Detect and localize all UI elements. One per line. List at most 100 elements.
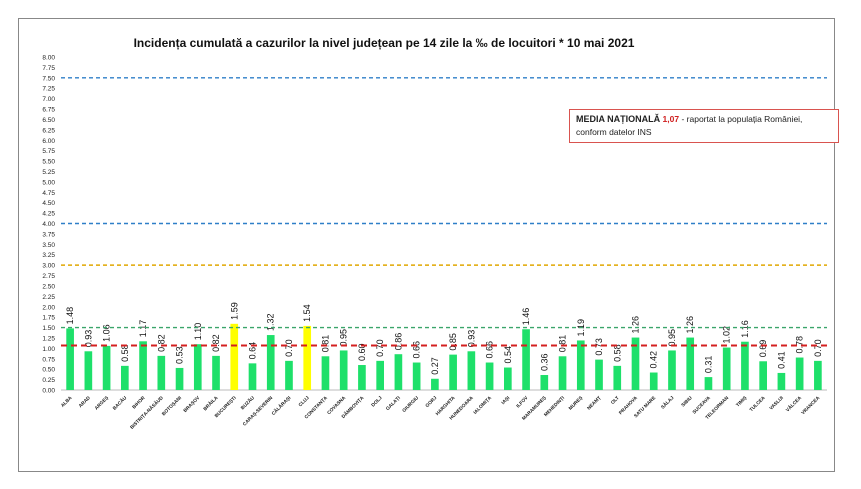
y-tick-label: 2.50: [42, 283, 55, 290]
bar-tulcea: [759, 361, 767, 390]
y-tick-label: 4.00: [42, 221, 55, 228]
bar-arad: [84, 351, 93, 390]
bar-bistrița-năsăud: [157, 355, 166, 390]
bar-harghita: [449, 354, 457, 390]
data-label: 0.58: [120, 344, 130, 362]
data-label: 0.36: [539, 353, 549, 371]
x-tick-label: GORJ: [424, 395, 438, 409]
data-label: 0.64: [248, 342, 258, 360]
bar-covasna: [339, 350, 348, 390]
bar-chart: Incidența cumulată a cazurilor la nivel …: [42, 36, 827, 431]
data-label: 1.17: [138, 320, 148, 338]
bar-dâmbovița: [358, 365, 366, 390]
y-tick-label: 2.00: [42, 304, 55, 311]
x-tick-label: VRANCEA: [800, 395, 821, 416]
data-label: 0.78: [795, 336, 805, 354]
data-label: 0.81: [320, 335, 330, 353]
y-tick-label: 6.00: [42, 138, 55, 145]
y-tick-label: 7.50: [42, 75, 55, 82]
y-tick-label: 5.25: [42, 169, 55, 176]
y-tick-label: 5.50: [42, 159, 55, 166]
x-tick-label: BRAȘOV: [182, 395, 201, 414]
bar-brăila: [212, 355, 220, 390]
data-label: 1.26: [685, 316, 695, 334]
y-tick-label: 3.75: [42, 231, 55, 238]
x-tick-label: SĂLAJ: [659, 394, 675, 410]
bar-sibiu: [686, 337, 695, 390]
y-tick-label: 4.50: [42, 200, 55, 207]
bar-dolj: [376, 360, 384, 390]
bar-vrancea: [814, 360, 822, 390]
data-label: 0.66: [485, 341, 495, 359]
bar-botoșani: [175, 367, 184, 390]
data-label: 0.95: [667, 329, 677, 347]
legend-label: MEDIA NAȚIONALĂ: [576, 114, 661, 124]
data-label: 1.16: [740, 320, 750, 338]
x-tick-label: NEAMȚ: [586, 395, 602, 411]
x-tick-label: IAȘI: [500, 395, 511, 406]
y-tick-label: 3.00: [42, 263, 55, 270]
y-tick-label: 6.50: [42, 117, 55, 124]
data-label: 1.10: [193, 323, 203, 341]
data-label: 1.26: [631, 316, 641, 334]
x-tick-label: BISTRIȚA-NĂSĂUD: [128, 394, 165, 431]
x-tick-label: TIMIȘ: [735, 395, 749, 409]
x-tick-label: DOLJ: [370, 395, 384, 409]
bar-mehedinți: [558, 356, 567, 390]
bar-sălaj: [668, 350, 676, 390]
x-tick-label: BRĂILA: [202, 394, 220, 412]
y-tick-label: 0.00: [42, 388, 55, 395]
data-label: 0.41: [776, 351, 786, 369]
bar-ilfov: [522, 329, 530, 390]
data-label: 0.86: [393, 333, 403, 351]
x-tick-label: VÂLCEA: [784, 394, 803, 413]
data-label: 0.54: [503, 346, 513, 364]
x-tick-label: CARAȘ-SEVERIN: [242, 395, 275, 428]
y-tick-label: 5.00: [42, 179, 55, 186]
x-tick-label: IALOMIȚA: [472, 395, 493, 416]
data-label: 0.69: [758, 340, 768, 358]
x-tick-label: BOTOȘANI: [161, 395, 184, 418]
bar-cluj: [303, 325, 312, 390]
y-tick-label: 2.75: [42, 273, 55, 280]
y-tick-label: 6.25: [42, 127, 55, 134]
x-tick-label: MUREȘ: [568, 395, 585, 412]
x-tick-label: CLUJ: [298, 395, 311, 408]
data-label: 0.60: [357, 343, 367, 361]
data-label: 0.93: [83, 330, 93, 348]
bar-satu-mare: [649, 372, 658, 390]
y-tick-label: 1.50: [42, 325, 55, 332]
bar-timiș: [741, 341, 749, 390]
data-label: 0.70: [813, 339, 823, 357]
x-tick-label: OLT: [610, 395, 621, 406]
bar-alba: [66, 328, 74, 390]
data-label: 1.32: [266, 314, 276, 332]
x-tick-label: ALBA: [60, 395, 74, 409]
data-label: 1.48: [65, 307, 75, 325]
chart-frame: Incidența cumulată a cazurilor la nivel …: [18, 18, 839, 472]
x-tick-label: MEHEDINȚI: [543, 395, 566, 418]
bar-caraș-severin: [266, 335, 275, 390]
data-label: 1.06: [102, 324, 112, 342]
bar-argeș: [102, 345, 111, 390]
data-label: 1.59: [229, 302, 239, 320]
legend-text-2: conform datelor INS: [576, 127, 652, 137]
bar-vâlcea: [795, 357, 804, 390]
y-tick-label: 6.75: [42, 107, 55, 114]
bar-maramureș: [540, 375, 549, 390]
y-tick-label: 3.50: [42, 242, 55, 249]
data-label: 0.81: [558, 335, 568, 353]
x-tick-label: SIBIU: [680, 395, 694, 409]
x-tick-label: GALAȚI: [385, 395, 402, 412]
bar-gorj: [431, 378, 439, 390]
data-label: 0.73: [594, 338, 604, 356]
data-label: 0.82: [211, 334, 221, 352]
bar-bihor: [139, 341, 147, 390]
x-tick-label: CĂLĂRAȘI: [270, 394, 293, 417]
legend-value: 1,07: [662, 114, 680, 124]
bar-prahova: [631, 337, 640, 390]
y-tick-label: 7.25: [42, 86, 55, 93]
y-tick-label: 5.75: [42, 148, 55, 155]
bar-galați: [394, 354, 403, 390]
data-label: 0.85: [448, 333, 458, 351]
